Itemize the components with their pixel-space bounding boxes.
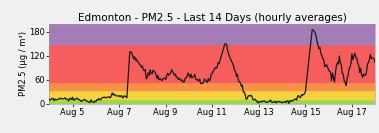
Bar	[49, 24, 375, 44]
Title: Edmonton - PM2.5 - Last 14 Days (hourly averages): Edmonton - PM2.5 - Last 14 Days (hourly …	[78, 13, 347, 23]
Bar	[49, 44, 375, 82]
Bar	[49, 90, 375, 99]
Y-axis label: PM2.5 (μg / m³): PM2.5 (μg / m³)	[19, 31, 28, 96]
Bar	[49, 99, 375, 104]
Bar	[49, 82, 375, 90]
